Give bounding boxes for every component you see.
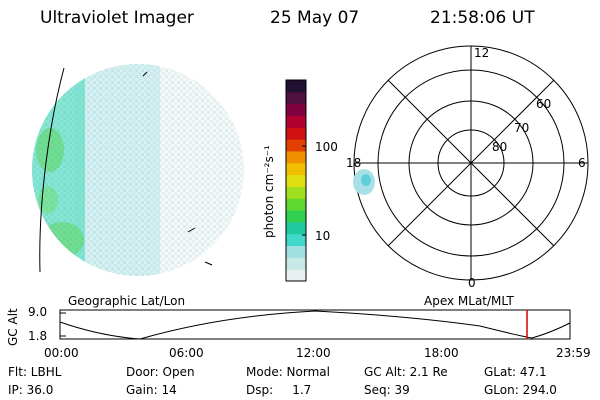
colorbar-border [285, 79, 307, 282]
info-glat: GLat: 47.1 [484, 365, 547, 379]
colorbar-unit-label: photon cm⁻²s⁻¹ [262, 145, 276, 238]
colorbar-segment [286, 198, 306, 211]
altitude-curve [59, 310, 571, 340]
timeline-ytick-1-8: 1.8 [28, 329, 48, 343]
timeline-xtick-2359: 23:59 [556, 346, 591, 360]
colorbar-segment [286, 103, 306, 116]
colorbar-segment [286, 139, 306, 152]
polar-plot [353, 45, 589, 281]
colorbar-segment [286, 233, 306, 247]
info-dsp: Dsp: 1.7 [246, 383, 312, 397]
info-door: Door: Open [126, 365, 195, 379]
timeline-xtick-0600: 06:00 [169, 346, 204, 360]
timeline-xtick-1200: 12:00 [296, 346, 331, 360]
colorbar-segment [286, 174, 306, 187]
colorbar-segment [286, 150, 306, 164]
colorbar-segment [286, 127, 306, 140]
colorbar-segment [286, 269, 306, 282]
mlt-label-12: 12 [474, 46, 490, 60]
colorbar-segment [286, 257, 306, 270]
info-gain: Gain: 14 [126, 383, 177, 397]
colorbar-segment [286, 186, 306, 199]
colorbar [285, 79, 307, 282]
colorbar-tick-100: 100 [315, 140, 338, 154]
geographic-label: Geographic Lat/Lon [68, 294, 186, 308]
info-flt: Flt: LBHL [8, 365, 62, 379]
mlt-label-0: 0 [468, 276, 476, 290]
lat-label-60: 60 [536, 97, 552, 111]
altitude-timeline [59, 309, 571, 340]
date-label: 25 May 07 [270, 8, 360, 28]
colorbar-tick-10: 10 [315, 229, 331, 243]
time-label: 21:58:06 UT [430, 8, 535, 28]
colorbar-segment [286, 245, 306, 258]
colorbar-segment [286, 91, 306, 105]
info-gc-alt: GC Alt: 2.1 Re [364, 365, 448, 379]
colorbar-segment [286, 221, 306, 235]
lat-label-70: 70 [514, 121, 530, 135]
mlt-label-6: 6 [578, 156, 586, 170]
timeline-ytick-9: 9.0 [28, 305, 48, 319]
timeline-xtick-1800: 18:00 [424, 346, 459, 360]
imager-title: Ultraviolet Imager [40, 8, 194, 28]
colorbar-segment [286, 210, 306, 223]
earth-disk-image [32, 64, 244, 276]
colorbar-segment [286, 80, 306, 93]
info-mode: Mode: Normal [246, 365, 330, 379]
timeline-xtick-0000: 00:00 [44, 346, 79, 360]
info-glon: GLon: 294.0 [484, 383, 557, 397]
colorbar-segment [286, 115, 306, 128]
apex-label: Apex MLat/MLT [424, 294, 514, 308]
gc-alt-axis-label: GC Alt [6, 308, 20, 346]
mlt-label-18: 18 [346, 156, 362, 170]
terminator-line [39, 67, 65, 273]
lat-label-80: 80 [492, 140, 508, 154]
colorbar-segment [286, 162, 306, 176]
info-ip: IP: 36.0 [8, 383, 54, 397]
info-seq: Seq: 39 [364, 383, 410, 397]
